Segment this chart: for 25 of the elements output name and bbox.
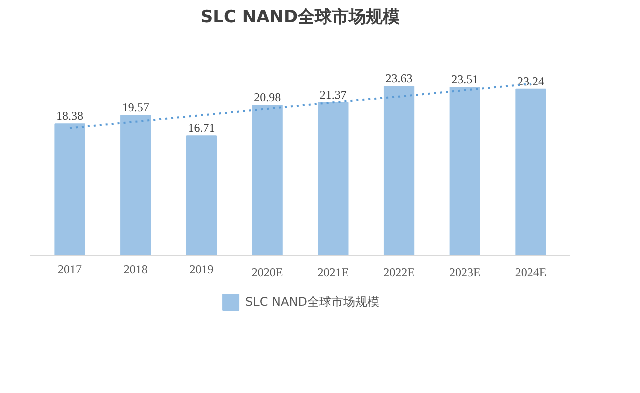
- bar: [384, 86, 415, 256]
- x-tick-label: 2024E: [515, 266, 547, 280]
- bar: [54, 124, 86, 256]
- x-tick-label: 2023E: [449, 266, 481, 280]
- bar: [450, 86, 480, 256]
- data-label: 23.51: [452, 72, 479, 86]
- x-tick-label: 2020E: [252, 266, 284, 280]
- legend-label: SLC NAND全球市场规模: [246, 294, 380, 310]
- x-tick-label: 2022E: [384, 266, 415, 280]
- bar: [516, 88, 546, 256]
- data-label: 20.98: [254, 90, 282, 105]
- x-tick-label: 2017: [58, 262, 82, 277]
- bar: [186, 136, 218, 256]
- x-tick-label: 2018: [124, 262, 148, 277]
- data-label: 16.71: [188, 121, 216, 136]
- x-tick-label: 2021E: [318, 266, 350, 280]
- bar: [120, 115, 152, 256]
- data-label: 23.63: [386, 72, 413, 86]
- data-label: 19.57: [122, 100, 150, 115]
- data-label: 18.38: [56, 109, 84, 124]
- data-label: 21.37: [320, 88, 347, 102]
- bar: [318, 102, 349, 256]
- chart-title: SLC NAND全球市场规模: [200, 8, 400, 28]
- x-tick-label: 2019: [190, 262, 214, 277]
- bar: [252, 105, 283, 256]
